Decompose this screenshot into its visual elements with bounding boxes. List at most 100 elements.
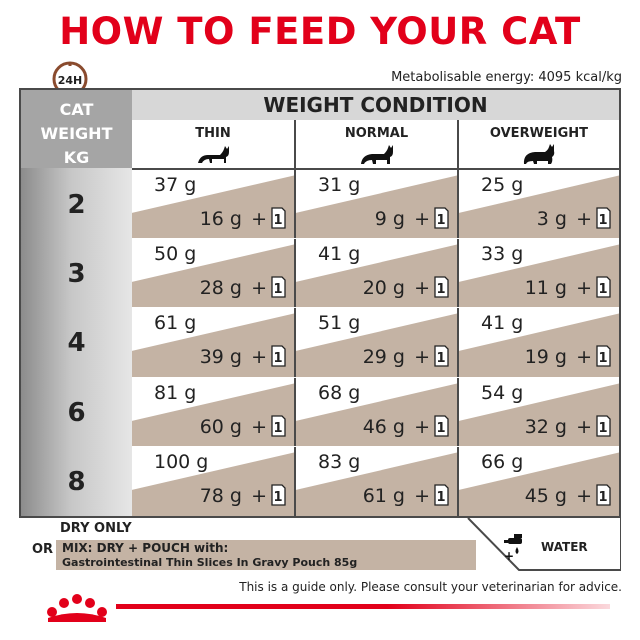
pouch-icon: 1 [271, 414, 286, 437]
mix-band [459, 383, 619, 447]
plus-sign: + [251, 277, 267, 300]
pouch-icon: 1 [596, 207, 611, 229]
mix-band [296, 175, 457, 240]
clock-24h-icon: 24H [52, 61, 88, 97]
row-divider [132, 238, 619, 240]
weight-column-header [21, 90, 132, 168]
weight-condition-header-band [132, 90, 619, 120]
mix-band-shape [296, 313, 457, 378]
column-header-normal: NORMAL [296, 120, 457, 168]
mix-band [132, 452, 294, 516]
water-plus: + [504, 549, 514, 562]
plus-sign: + [414, 484, 430, 507]
plus-sign: + [414, 415, 430, 438]
row-divider [132, 376, 619, 378]
column-header-thin: THIN [132, 120, 294, 168]
mix-band [459, 452, 619, 516]
mix-band [132, 175, 294, 240]
pouch-icon: 1 [596, 414, 611, 437]
mix-dry-amount: 39 g [199, 346, 242, 369]
mix-dry-amount: 61 g [362, 484, 405, 507]
plus-sign: + [576, 415, 592, 438]
dry-only-amount: 68 g [318, 381, 361, 404]
pouch-icon: 1 [596, 484, 611, 506]
feeding-cell-overweight-4: 41 g 19 g +1 [459, 308, 619, 378]
feeding-cell-normal-4: 51 g 29 g +1 [296, 308, 457, 378]
pouch-count: 1 [273, 490, 282, 505]
feeding-cell-overweight-3: 33 g 11 g +1 [459, 239, 619, 309]
pouch-icon: 1 [271, 345, 286, 368]
plus-sign: + [576, 346, 592, 369]
mix-dry-amount: 3 g [536, 208, 567, 230]
pouch-count: 1 [598, 490, 607, 505]
dry-only-amount: 83 g [318, 450, 361, 473]
pouch-count: 1 [273, 213, 282, 228]
mix-band [132, 383, 294, 447]
pouch-icon: 1 [434, 207, 449, 229]
pouch-icon: 1 [596, 276, 611, 298]
column-label-thin: THIN [195, 126, 231, 141]
table-frame [19, 88, 621, 518]
plus-sign: + [251, 346, 267, 369]
column-header-overweight: OVERWEIGHT [459, 120, 619, 168]
dry-only-amount: 54 g [481, 381, 524, 404]
weight-kg-4: 4 [67, 328, 86, 359]
normal-cat-icon [360, 145, 393, 164]
weight-kg-6: 6 [67, 397, 86, 428]
pouch-icon: 1 [596, 345, 611, 368]
mix-band-shape [296, 452, 457, 516]
water-tap-icon: + [504, 534, 522, 562]
mix-band-shape [132, 175, 294, 240]
mix-band-shape [296, 175, 457, 240]
dry-only-amount: 100 g [154, 450, 209, 473]
brand-red-line [116, 604, 610, 609]
mix-band-shape [132, 452, 294, 516]
cat-weight-header-line1: CAT [59, 100, 94, 119]
plus-sign: + [251, 415, 267, 438]
legend-mix-title: MIX: DRY + POUCH with: [62, 541, 229, 555]
clock-label: 24H [58, 74, 83, 87]
mix-band [296, 244, 457, 309]
mix-dry-amount: 29 g [362, 346, 405, 369]
plus-sign: + [414, 208, 430, 230]
feeding-cell-overweight-2: 25 g 3 g +1 [459, 170, 619, 240]
mix-band-shape [459, 175, 619, 240]
mix-dry-amount: 32 g [524, 415, 567, 438]
pouch-count: 1 [436, 490, 445, 505]
mix-band-shape [132, 313, 294, 378]
mix-dry-amount: 60 g [199, 415, 242, 438]
feeding-cell-thin-8: 100 g 78 g +1 [132, 447, 294, 516]
mix-dry-amount: 20 g [362, 277, 405, 300]
plus-sign: + [576, 277, 592, 300]
feeding-cell-normal-8: 83 g 61 g +1 [296, 447, 457, 516]
dry-only-amount: 81 g [154, 381, 197, 404]
mix-dry-amount: 11 g [524, 277, 567, 300]
plus-sign: + [414, 346, 430, 369]
cat-weight-header-line3: KG [63, 148, 90, 167]
pouch-count: 1 [436, 351, 445, 366]
weight-condition-header: WEIGHT CONDITION [263, 93, 488, 117]
mix-band-shape [132, 244, 294, 309]
feeding-cell-thin-3: 50 g 28 g +1 [132, 239, 294, 309]
plus-sign: + [251, 208, 267, 230]
mix-band [459, 244, 619, 309]
feeding-cell-thin-4: 61 g 39 g +1 [132, 308, 294, 378]
pouch-icon: 1 [434, 484, 449, 506]
mix-dry-amount: 78 g [199, 484, 242, 507]
pouch-icon: 1 [434, 276, 449, 298]
header-divider [132, 168, 619, 170]
mix-dry-amount: 9 g [374, 208, 405, 230]
mix-dry-amount: 19 g [524, 346, 567, 369]
plus-sign: + [414, 277, 430, 300]
dry-only-amount: 25 g [481, 174, 524, 196]
mix-band [459, 313, 619, 378]
column-divider [294, 120, 296, 516]
column-label-normal: NORMAL [344, 126, 409, 141]
thin-cat-icon [198, 146, 229, 163]
overweight-cat-icon [523, 144, 555, 164]
mix-band-shape [132, 383, 294, 447]
legend-water: WATER [541, 540, 588, 554]
mix-dry-amount: 16 g [199, 208, 242, 230]
plus-sign: + [251, 484, 267, 507]
pouch-icon: 1 [271, 484, 286, 506]
